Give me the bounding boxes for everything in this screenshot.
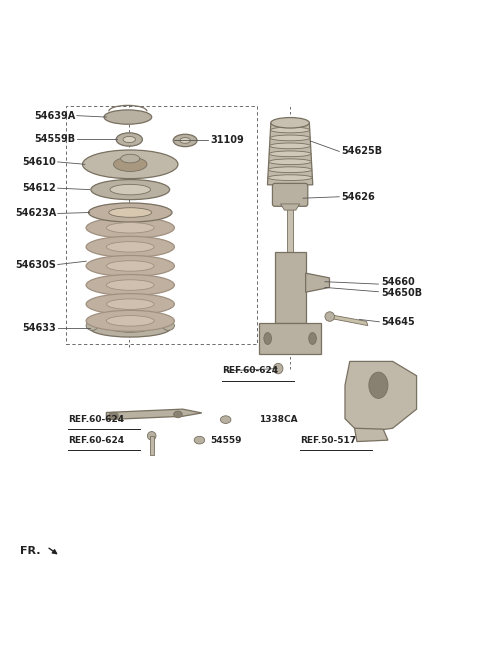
Text: 54630S: 54630S [15,260,56,270]
Text: 54559: 54559 [210,436,242,445]
Ellipse shape [86,294,174,315]
Text: 54660: 54660 [381,277,415,287]
Text: REF.60-624: REF.60-624 [222,367,278,375]
Text: 54633: 54633 [23,323,56,333]
Ellipse shape [147,432,156,440]
Polygon shape [345,361,417,433]
Ellipse shape [104,110,152,124]
Ellipse shape [271,117,310,128]
Ellipse shape [86,321,98,331]
Ellipse shape [107,260,154,271]
Text: 54612: 54612 [23,183,56,193]
Ellipse shape [220,416,231,423]
Polygon shape [275,252,306,323]
Ellipse shape [88,203,172,222]
Ellipse shape [264,333,272,344]
Text: 54610: 54610 [23,157,56,167]
Ellipse shape [86,217,174,238]
Ellipse shape [270,135,310,141]
Ellipse shape [107,316,154,326]
Ellipse shape [109,412,118,419]
Polygon shape [107,409,202,420]
Ellipse shape [86,236,174,257]
Polygon shape [150,436,154,455]
Ellipse shape [269,151,311,157]
Ellipse shape [111,323,149,333]
Text: 31109: 31109 [210,135,244,146]
Ellipse shape [274,363,283,374]
Polygon shape [281,204,300,210]
Ellipse shape [107,241,154,252]
Text: FR.: FR. [21,546,41,556]
Text: 54559B: 54559B [34,134,75,144]
Ellipse shape [86,275,174,296]
Polygon shape [306,273,329,292]
Ellipse shape [86,310,174,331]
Ellipse shape [107,299,154,310]
Polygon shape [267,123,313,185]
Ellipse shape [180,138,191,143]
Ellipse shape [123,136,135,142]
Ellipse shape [107,280,154,291]
Text: 54625B: 54625B [341,146,382,156]
Ellipse shape [91,180,169,199]
Ellipse shape [120,154,140,163]
FancyBboxPatch shape [273,184,308,206]
Ellipse shape [268,167,312,173]
Ellipse shape [83,150,178,178]
Text: REF.60-624: REF.60-624 [68,436,124,445]
Text: 54639A: 54639A [34,111,75,121]
Ellipse shape [173,134,197,147]
Ellipse shape [114,157,147,171]
Ellipse shape [269,159,312,165]
Polygon shape [355,428,388,441]
Ellipse shape [270,143,311,149]
Ellipse shape [116,133,143,146]
Ellipse shape [194,436,204,444]
Polygon shape [259,323,321,354]
Polygon shape [330,315,368,325]
Text: REF.50-517: REF.50-517 [300,436,356,445]
Ellipse shape [162,321,174,331]
Ellipse shape [325,312,335,321]
Ellipse shape [107,222,154,233]
Polygon shape [287,185,293,283]
Ellipse shape [309,333,316,344]
Ellipse shape [110,184,151,195]
Ellipse shape [109,208,152,217]
Ellipse shape [270,127,310,133]
Text: 54650B: 54650B [381,288,422,298]
Text: 54626: 54626 [341,192,375,202]
Text: 54645: 54645 [381,317,415,327]
Text: REF.60-624: REF.60-624 [68,415,124,424]
Ellipse shape [268,174,312,180]
Ellipse shape [174,411,182,418]
Ellipse shape [369,372,388,398]
Text: 1338CA: 1338CA [259,415,298,424]
Ellipse shape [90,319,171,337]
Text: 54623A: 54623A [15,209,56,218]
Ellipse shape [86,255,174,276]
